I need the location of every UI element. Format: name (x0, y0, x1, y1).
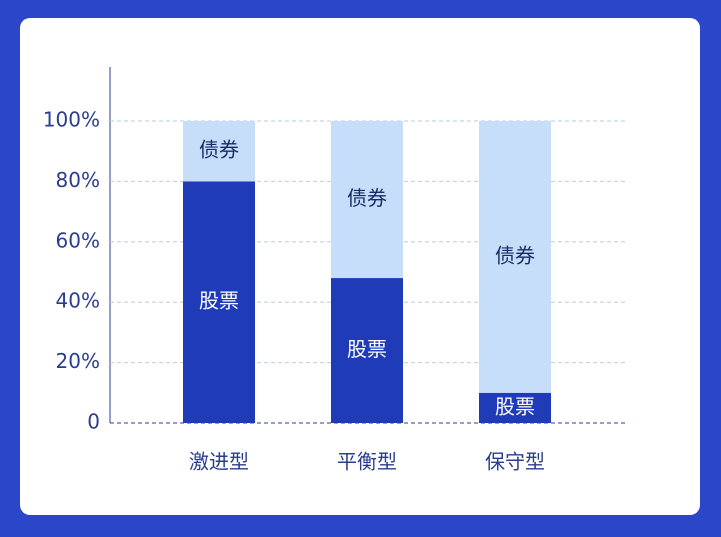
segment-label: 股票 (347, 337, 387, 361)
bar-segment (183, 121, 255, 182)
segment-label: 股票 (495, 394, 535, 418)
y-tick-label: 60% (56, 228, 100, 252)
y-tick-label: 0 (87, 410, 100, 434)
bar-segment (479, 392, 551, 423)
bar-segment (183, 181, 255, 423)
y-tick-label: 40% (56, 289, 100, 313)
bar-segment (479, 121, 551, 393)
bar-segment (331, 278, 403, 423)
x-tick-label: 激进型 (189, 450, 249, 474)
segment-label: 债券 (199, 138, 239, 162)
y-tick-label: 80% (56, 168, 100, 192)
segment-label: 债券 (347, 186, 387, 210)
y-tick-label: 100% (43, 108, 100, 132)
y-tick-label: 20% (56, 349, 100, 373)
x-tick-label: 平衡型 (337, 450, 397, 474)
segment-label: 股票 (199, 289, 239, 313)
segment-label: 债券 (495, 243, 535, 267)
x-tick-label: 保守型 (485, 450, 545, 474)
bar-segment (331, 121, 403, 279)
